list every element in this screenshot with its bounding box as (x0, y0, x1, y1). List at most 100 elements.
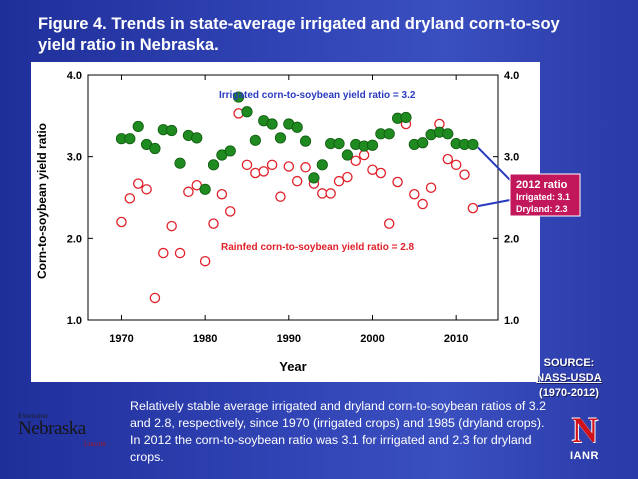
y-tick-label-left: 4.0 (67, 70, 82, 82)
ianr-n-mark: N (572, 410, 598, 450)
irrigated-point (308, 172, 320, 184)
rainfed-point (300, 162, 311, 173)
rainfed-point (358, 149, 370, 161)
irrigated-point (249, 134, 261, 146)
irrigated-point (366, 139, 379, 151)
x-tick-label: 2010 (444, 333, 468, 345)
irrigated-point (274, 132, 287, 144)
rainfed-point (141, 184, 152, 195)
y-tick-label-right: 2.0 (504, 233, 519, 245)
rainfed-point (124, 193, 136, 204)
rainfed-point (383, 218, 395, 229)
irrigated-point (132, 120, 144, 133)
irrigated-point (124, 133, 136, 145)
rainfed-point (425, 182, 437, 193)
irrigated-point (400, 111, 412, 124)
figure-title: Figure 4. Trends in state-average irriga… (38, 14, 618, 56)
y-tick-label-right: 3.0 (504, 152, 519, 164)
irrigated-point (299, 135, 312, 147)
irrigated-point (174, 157, 186, 169)
logo-nebraska-text: Nebraska (18, 418, 86, 439)
x-tick-label: 1990 (277, 333, 301, 345)
2012-ratio-box: 2012 ratio Irrigated: 3.1 Dryland: 2.3 (509, 173, 581, 217)
irrigated-point (266, 118, 278, 130)
ianr-text: IANR (570, 450, 599, 462)
rainfed-point (208, 218, 219, 229)
x-tick-label: 2000 (360, 333, 384, 345)
rainfed-point (442, 153, 454, 165)
rainfed-point (199, 255, 211, 267)
rainfed-point (183, 186, 194, 198)
y-tick-label-left: 2.0 (67, 233, 82, 245)
rainfed-series (116, 108, 479, 304)
irrigated-mean-label: Irrigated corn-to-soybean yield ratio = … (219, 90, 416, 101)
2012-irrigated-value: Irrigated: 3.1 (516, 192, 570, 202)
irrigated-point (467, 138, 479, 151)
ianr-logo: N IANR (570, 412, 610, 468)
rainfed-point (216, 188, 228, 200)
rainfed-point (459, 169, 470, 180)
irrigated-point (291, 121, 303, 133)
rainfed-point (224, 206, 236, 217)
y-tick-label-right: 1.0 (504, 315, 519, 327)
source-range: (1970-2012) (539, 387, 599, 399)
annotation-line-rainfed (477, 199, 511, 208)
rainfed-point (250, 167, 261, 179)
rainfed-point (166, 220, 177, 232)
rainfed-point (116, 216, 127, 228)
y-tick-label-left: 3.0 (67, 152, 82, 164)
irrigated-series (115, 91, 479, 195)
rainfed-point (375, 167, 387, 179)
rainfed-mean-label: Rainfed corn-to-soybean yield ratio = 2.… (221, 242, 415, 253)
irrigated-point (199, 183, 211, 195)
rainfed-point (149, 292, 161, 304)
rainfed-point (158, 247, 169, 259)
irrigated-point (224, 145, 236, 157)
source-note: SOURCE: NASS-USDA (1970-2012) (530, 356, 608, 401)
irrigated-point (383, 128, 395, 140)
source-org: NASS-USDA (536, 372, 602, 384)
x-axis-title: Year (279, 359, 306, 374)
logo-lincoln-text: Lincoln (84, 440, 106, 448)
rainfed-point (325, 188, 336, 199)
irrigated-point (207, 159, 220, 171)
rainfed-point (350, 155, 362, 166)
rainfed-point (450, 159, 462, 171)
rainfed-point (467, 202, 479, 214)
irrigated-point (341, 149, 353, 161)
rainfed-point (283, 161, 295, 172)
rainfed-point (342, 171, 353, 183)
rainfed-point (409, 188, 420, 200)
2012-ratio-title: 2012 ratio (516, 179, 568, 191)
irrigated-point (166, 124, 178, 137)
rainfed-point (275, 191, 286, 202)
irrigated-point (191, 132, 203, 144)
irrigated-point (233, 91, 245, 103)
annotation-line-irrigated (477, 146, 511, 181)
rainfed-point (174, 247, 186, 259)
rainfed-point (266, 159, 278, 171)
irrigated-point (241, 106, 253, 118)
rainfed-point (333, 175, 345, 187)
rainfed-point (258, 166, 269, 177)
annotation-lines (477, 146, 511, 208)
source-label: SOURCE: (543, 357, 595, 369)
rainfed-point (417, 198, 428, 210)
2012-dryland-value: Dryland: 2.3 (516, 204, 568, 214)
rainfed-point (392, 176, 403, 188)
plot-area (87, 74, 499, 321)
irrigated-point (316, 159, 328, 171)
2012-ratio-box-bg (509, 173, 581, 217)
title-line-2: yield ratio in Nebraska. (38, 36, 219, 54)
x-tick-label: 1980 (193, 333, 217, 345)
x-tick-label: 1970 (109, 333, 133, 345)
logo-extension-text: Extension (18, 412, 48, 420)
irrigated-point (442, 128, 454, 140)
y-axis-title: Corn-to-soybean yield ratio (35, 123, 49, 279)
axes: 1970 1980 1990 2000 2010 1.0 1.0 2.0 2.0 3.0 3.0 4.… (67, 70, 520, 345)
rainfed-point (241, 159, 253, 171)
y-tick-label-left: 1.0 (67, 315, 82, 327)
nebraska-extension-logo: Extension Nebraska Lincoln (18, 412, 118, 452)
irrigated-point (333, 138, 345, 150)
